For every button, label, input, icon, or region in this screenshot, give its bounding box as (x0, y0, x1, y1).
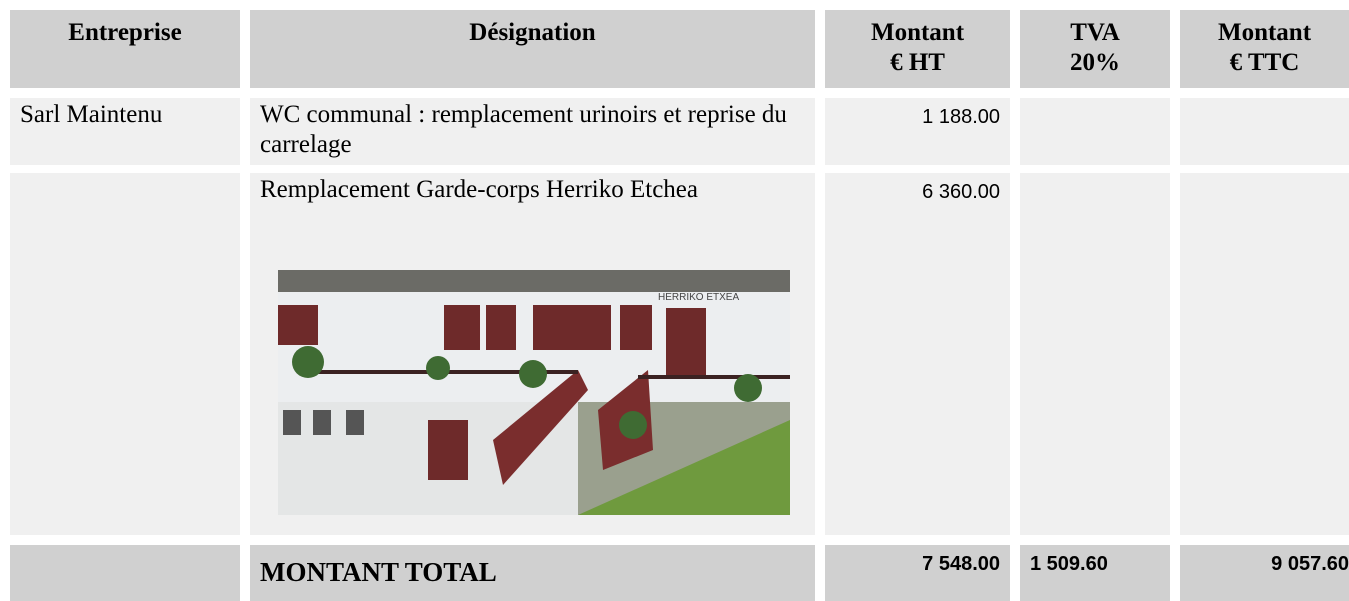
header-text: Entreprise (20, 18, 230, 48)
total-tva: 1 509.60 (1020, 545, 1170, 601)
cell: WC communal : remplacement urinoirs et r… (250, 98, 815, 165)
cell (1020, 98, 1170, 165)
header-cell: Entreprise (10, 10, 240, 88)
cell: Remplacement Garde-corps Herriko Etchea … (250, 173, 815, 535)
header-text: € HT (835, 48, 1000, 78)
cell (10, 173, 240, 535)
header-text: TVA (1030, 18, 1160, 48)
cell (1180, 173, 1349, 535)
total-label: MONTANT TOTAL (250, 545, 815, 601)
header-text: € TTC (1190, 48, 1339, 78)
cell: 6 360.00 (825, 173, 1010, 535)
header-cell: Désignation (250, 10, 815, 88)
photo: HERRIKO ETXEA (278, 270, 790, 515)
cell (1180, 98, 1349, 165)
cell: 1 188.00 (825, 98, 1010, 165)
cell: Sarl Maintenu (10, 98, 240, 165)
header-text: Désignation (260, 18, 805, 48)
header-text: 20% (1030, 48, 1160, 78)
cell-text: Remplacement Garde-corps Herriko Etchea (260, 175, 805, 205)
header-cell: Montant€ HT (825, 10, 1010, 88)
page: Entreprise Désignation Montant€ HT TVA20… (0, 0, 1349, 601)
total-cell (10, 545, 240, 601)
header-cell: Montant€ TTC (1180, 10, 1349, 88)
total-ttc: 9 057.60 (1180, 545, 1349, 601)
sign: HERRIKO ETXEA (658, 292, 739, 303)
header-text: Montant (1190, 18, 1339, 48)
cell (1020, 173, 1170, 535)
total-ht: 7 548.00 (825, 545, 1010, 601)
header-text: Montant (835, 18, 1000, 48)
